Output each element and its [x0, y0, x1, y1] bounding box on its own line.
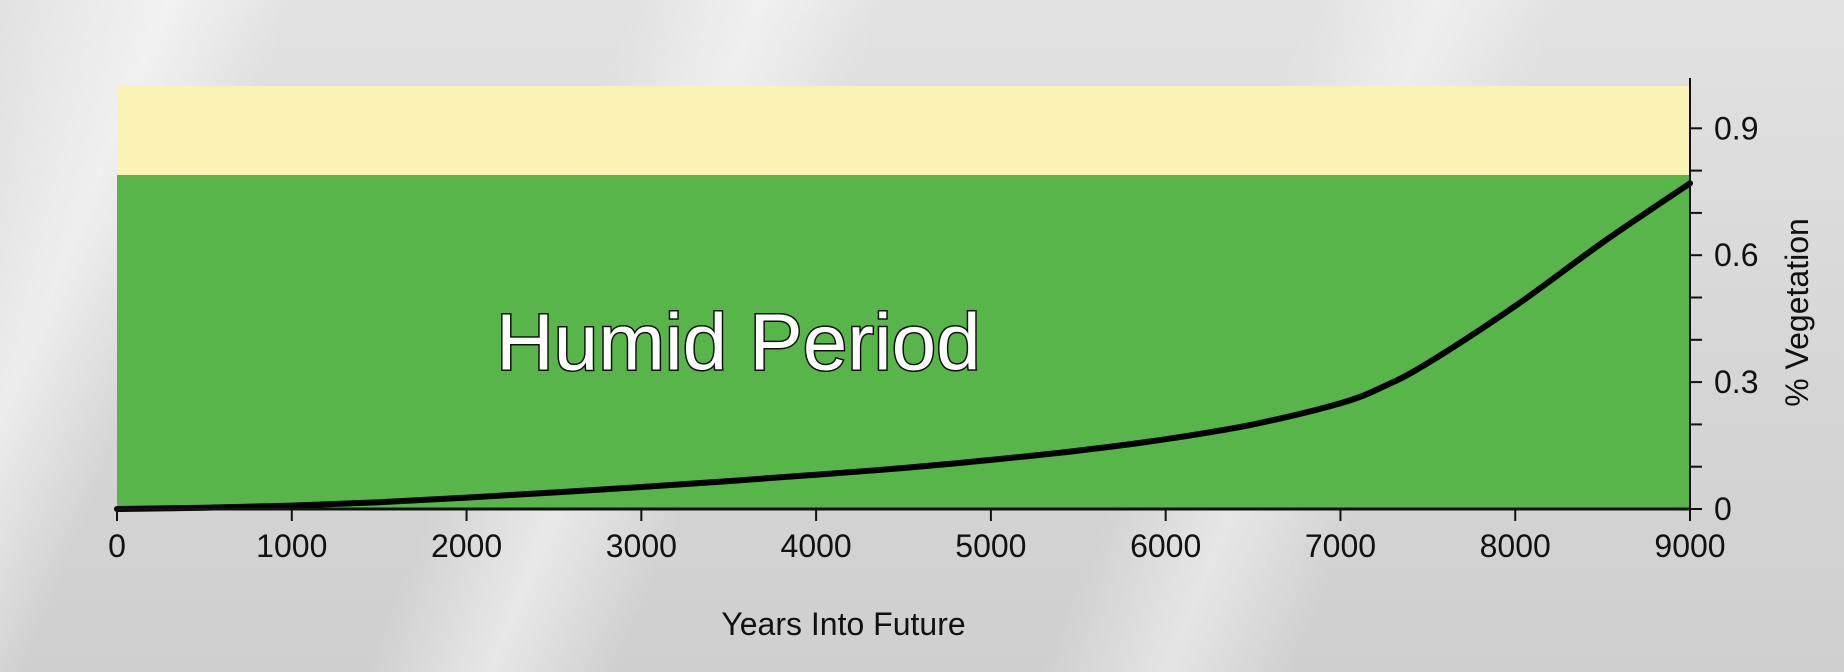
chart-regions	[117, 86, 1690, 509]
x-tick-label: 2000	[431, 528, 502, 564]
y-tick-label: 0.3	[1714, 364, 1758, 400]
x-tick-label: 3000	[606, 528, 677, 564]
y-tick-label: 0.6	[1714, 237, 1758, 273]
region-band-0	[117, 174, 1690, 509]
x-tick-label: 1000	[256, 528, 327, 564]
x-tick-label: 7000	[1305, 528, 1376, 564]
region-band-1	[117, 86, 1690, 175]
x-tick-label: 6000	[1130, 528, 1201, 564]
x-tick-label: 0	[108, 528, 126, 564]
x-ticks: 0 1000 2000 3000 4000 5000 6000 7000 8000 9000	[108, 509, 1726, 564]
x-tick-label: 5000	[955, 528, 1026, 564]
x-axis-title: Years Into Future	[721, 606, 965, 642]
x-tick-label: 8000	[1480, 528, 1551, 564]
series-layer	[114, 180, 1693, 512]
y-tick-label: 0.9	[1714, 110, 1758, 146]
y-axis-title: % Vegetation	[1779, 218, 1815, 407]
x-tick-label: 9000	[1654, 528, 1725, 564]
y-ticks: 0 0.3 0.6 0.9	[1690, 110, 1758, 527]
x-tick-label: 4000	[781, 528, 852, 564]
region-label: Humid Period	[496, 298, 981, 387]
vegetation-series-line	[114, 180, 1693, 512]
y-tick-label: 0	[1714, 491, 1732, 527]
region-labels: Humid Period	[495, 296, 983, 388]
